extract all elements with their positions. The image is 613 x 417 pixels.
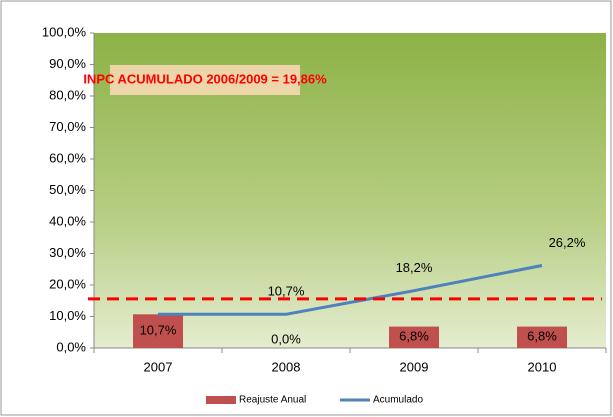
line-label: 18,2% <box>396 260 433 275</box>
legend-swatch <box>206 396 236 404</box>
bar-label: 6,8% <box>527 329 557 344</box>
bar <box>517 326 567 348</box>
y-tick-label: 60,0% <box>49 150 86 165</box>
bar-label: 0,0% <box>271 331 301 346</box>
y-tick-label: 80,0% <box>49 87 86 102</box>
line-label: 10,7% <box>268 284 305 299</box>
y-tick-label: 90,0% <box>49 56 86 71</box>
y-tick-label: 10,0% <box>49 308 86 323</box>
y-tick-label: 20,0% <box>49 276 86 291</box>
x-tick-label: 2007 <box>144 359 173 374</box>
bar <box>389 326 439 348</box>
y-tick-label: 30,0% <box>49 245 86 260</box>
y-tick-label: 50,0% <box>49 182 86 197</box>
x-tick-label: 2008 <box>272 359 301 374</box>
y-tick-label: 40,0% <box>49 213 86 228</box>
legend-label: Acumulado <box>373 395 423 406</box>
annotation-box <box>110 65 300 95</box>
bar <box>133 314 183 348</box>
x-tick-label: 2010 <box>528 359 557 374</box>
bar-label: 10,7% <box>140 323 177 338</box>
legend-label: Reajuste Anual <box>239 395 306 406</box>
line <box>158 263 543 316</box>
annotation: INPC ACUMULADO 2006/2009 = 19,86% <box>83 71 327 86</box>
line-label: 26,2% <box>549 235 586 250</box>
y-tick-label: 100,0% <box>42 24 87 39</box>
bar-label: 6,8% <box>399 329 429 344</box>
y-tick-label: 0,0% <box>56 339 86 354</box>
y-tick-label: 70,0% <box>49 119 86 134</box>
x-tick-label: 2009 <box>400 359 429 374</box>
